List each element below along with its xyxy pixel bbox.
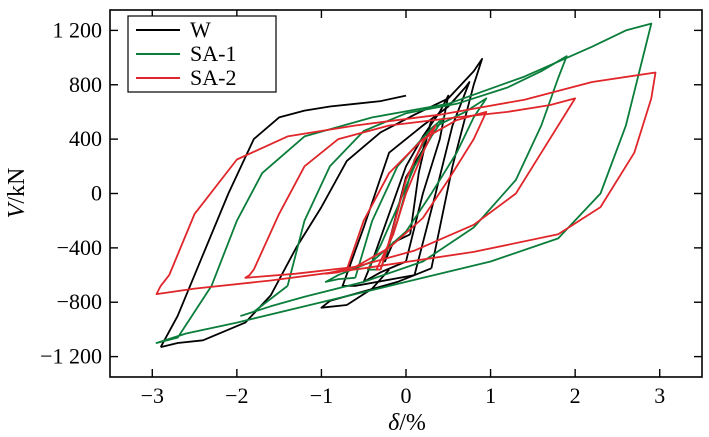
series-line-sa-1-loop-3 xyxy=(240,55,568,317)
y-tick-label: −800 xyxy=(57,289,102,314)
legend-label-w: W xyxy=(190,17,211,42)
x-tick-label: 0 xyxy=(401,383,412,408)
series-line-sa-1-loop-4 xyxy=(155,22,653,344)
x-axis-title: δ/% xyxy=(388,410,426,436)
series-line-w-loop-4 xyxy=(160,58,484,348)
y-axis-title: V/kN xyxy=(4,168,30,219)
x-tick-label: 1 xyxy=(485,383,496,408)
y-tick-label: 800 xyxy=(69,72,102,97)
series-layer xyxy=(155,22,657,348)
x-tick-label: −3 xyxy=(141,383,164,408)
legend: WSA-1SA-2 xyxy=(127,15,277,93)
y-tick-label: 1 200 xyxy=(53,17,103,42)
x-tick-label: −2 xyxy=(225,383,248,408)
x-tick-label: 2 xyxy=(570,383,581,408)
series-line-sa-2-loop-3 xyxy=(244,97,576,279)
y-tick-label: −1 200 xyxy=(40,344,102,369)
axis-ticks: −3 −2 −1 0 1 2 3 −1 200 −800 −400 0 400 800 1 200 xyxy=(40,10,702,408)
y-tick-label: −400 xyxy=(57,235,102,260)
x-tick-label: 3 xyxy=(654,383,665,408)
series-sa-2 xyxy=(155,71,657,296)
series-line-w-loop-5 xyxy=(159,94,407,348)
series-line-sa-2-loop-4 xyxy=(155,71,657,296)
y-tick-label: 0 xyxy=(91,181,102,206)
legend-label-sa-1: SA-1 xyxy=(190,41,236,66)
x-tick-label: −1 xyxy=(310,383,333,408)
series-line-sa-2-loop-1 xyxy=(375,124,437,271)
legend-label-sa-2: SA-2 xyxy=(190,65,236,90)
y-tick-label: 400 xyxy=(69,126,102,151)
